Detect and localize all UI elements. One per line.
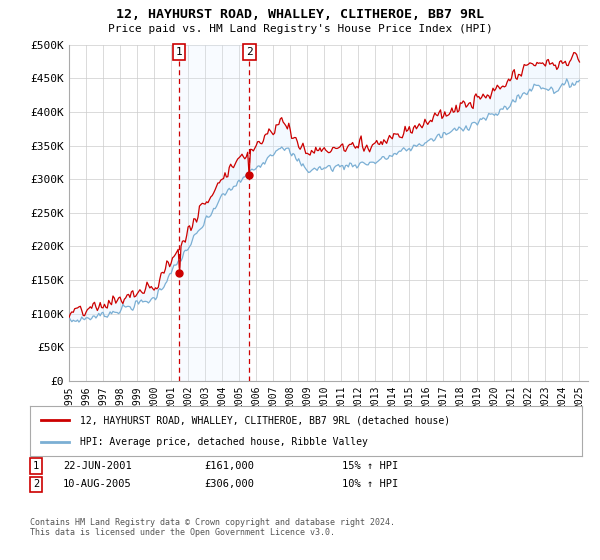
Text: £306,000: £306,000: [204, 479, 254, 489]
Text: 2: 2: [33, 479, 39, 489]
Text: 12, HAYHURST ROAD, WHALLEY, CLITHEROE, BB7 9RL: 12, HAYHURST ROAD, WHALLEY, CLITHEROE, B…: [116, 8, 484, 21]
Text: 12, HAYHURST ROAD, WHALLEY, CLITHEROE, BB7 9RL (detached house): 12, HAYHURST ROAD, WHALLEY, CLITHEROE, B…: [80, 415, 450, 425]
Text: 15% ↑ HPI: 15% ↑ HPI: [342, 461, 398, 471]
Text: 10-AUG-2005: 10-AUG-2005: [63, 479, 132, 489]
Text: 2: 2: [246, 47, 253, 57]
Text: HPI: Average price, detached house, Ribble Valley: HPI: Average price, detached house, Ribb…: [80, 437, 368, 447]
Bar: [179, 45, 250, 381]
Text: 1: 1: [176, 47, 182, 57]
Text: 22-JUN-2001: 22-JUN-2001: [63, 461, 132, 471]
Text: Price paid vs. HM Land Registry's House Price Index (HPI): Price paid vs. HM Land Registry's House …: [107, 24, 493, 34]
Text: 1: 1: [33, 461, 39, 471]
Text: 10% ↑ HPI: 10% ↑ HPI: [342, 479, 398, 489]
Text: £161,000: £161,000: [204, 461, 254, 471]
Text: Contains HM Land Registry data © Crown copyright and database right 2024.
This d: Contains HM Land Registry data © Crown c…: [30, 518, 395, 538]
